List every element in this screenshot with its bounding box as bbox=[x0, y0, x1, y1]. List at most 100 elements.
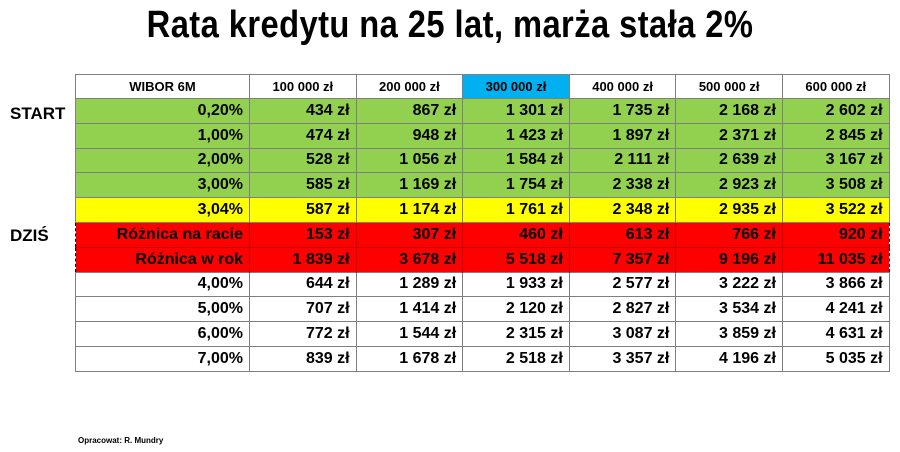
table-header-row: WIBOR 6M 100 000 zł 200 000 zł 300 000 z… bbox=[75, 74, 890, 99]
rate-cell: 1 544 zł bbox=[355, 321, 464, 347]
rate-cell: 7 357 zł bbox=[568, 246, 677, 273]
rate-cell: 2 639 zł bbox=[675, 147, 783, 174]
rate-cell: 2 577 zł bbox=[568, 271, 677, 298]
rate-cell: 2 827 zł bbox=[568, 296, 677, 323]
rate-cell: 3 222 zł bbox=[675, 271, 783, 298]
rate-cell: 772 zł bbox=[249, 321, 357, 347]
rates-table: WIBOR 6M 100 000 zł 200 000 zł 300 000 z… bbox=[75, 74, 890, 372]
table-row: 3,00% 585 zł 1 169 zł 1 754 zł 2 338 zł 2 923… bbox=[75, 172, 890, 199]
rate-cell: 1 735 zł bbox=[568, 98, 677, 124]
rate-cell: 4 196 zł bbox=[675, 345, 783, 372]
rate-cell: 9 196 zł bbox=[675, 246, 783, 273]
rate-cell: 867 zł bbox=[355, 98, 464, 124]
row-label: 7,00% bbox=[75, 345, 250, 372]
table-row: 2,00% 528 zł 1 056 zł 1 584 zł 2 111 zł 2 639… bbox=[75, 147, 890, 174]
rate-cell: 434 zł bbox=[249, 98, 357, 124]
header-cell-highlighted: 300 000 zł bbox=[462, 74, 570, 99]
rate-cell: 587 zł bbox=[249, 197, 357, 223]
rate-cell: 1 174 zł bbox=[355, 197, 464, 223]
rate-cell: 948 zł bbox=[355, 122, 464, 149]
row-label: 3,00% bbox=[75, 172, 250, 199]
row-label: 1,00% bbox=[75, 122, 250, 149]
rate-cell: 2 845 zł bbox=[781, 122, 890, 149]
row-label: 4,00% bbox=[75, 271, 250, 298]
rate-cell: 2 348 zł bbox=[568, 197, 677, 223]
rate-cell: 2 120 zł bbox=[462, 296, 570, 323]
rate-cell: 460 zł bbox=[462, 221, 570, 248]
rate-cell: 839 zł bbox=[249, 345, 357, 372]
rate-cell: 3 859 zł bbox=[675, 321, 783, 347]
rate-cell: 920 zł bbox=[781, 221, 890, 248]
row-label: Różnica na racie bbox=[75, 221, 250, 248]
table-row: 0,20% 434 zł 867 zł 1 301 zł 1 735 zł 2 168 z… bbox=[75, 98, 890, 124]
row-label: 3,04% bbox=[75, 197, 250, 223]
rate-cell: 1 289 zł bbox=[355, 271, 464, 298]
table-row: 6,00% 772 zł 1 544 zł 2 315 zł 3 087 zł 3 859… bbox=[75, 321, 890, 347]
header-cell: 400 000 zł bbox=[568, 74, 677, 99]
rate-cell: 2 935 zł bbox=[675, 197, 783, 223]
table-row: Różnica w rok 1 839 zł 3 678 zł 5 518 zł 7 3… bbox=[75, 246, 890, 273]
header-cell: 100 000 zł bbox=[249, 74, 357, 99]
rate-cell: 2 371 zł bbox=[675, 122, 783, 149]
row-label: 6,00% bbox=[75, 321, 250, 347]
rate-cell: 5 518 zł bbox=[462, 246, 570, 273]
rate-cell: 3 678 zł bbox=[355, 246, 464, 273]
rate-cell: 3 866 zł bbox=[781, 271, 890, 298]
rate-cell: 644 zł bbox=[249, 271, 357, 298]
rate-cell: 1 301 zł bbox=[462, 98, 570, 124]
header-cell: 200 000 zł bbox=[355, 74, 464, 99]
rate-cell: 707 zł bbox=[249, 296, 357, 323]
rate-cell: 3 087 zł bbox=[568, 321, 677, 347]
row-label: 2,00% bbox=[75, 147, 250, 174]
table-row: 4,00% 644 zł 1 289 zł 1 933 zł 2 577 zł 3 222… bbox=[75, 271, 890, 298]
rate-cell: 2 168 zł bbox=[675, 98, 783, 124]
rate-cell: 3 508 zł bbox=[781, 172, 890, 199]
rate-cell: 5 035 zł bbox=[781, 345, 890, 372]
rate-cell: 1 678 zł bbox=[355, 345, 464, 372]
rate-cell: 4 241 zł bbox=[781, 296, 890, 323]
rate-cell: 528 zł bbox=[249, 147, 357, 174]
row-label: Różnica w rok bbox=[75, 246, 250, 273]
rate-cell: 3 534 zł bbox=[675, 296, 783, 323]
header-cell: 600 000 zł bbox=[781, 74, 890, 99]
rate-cell: 2 111 zł bbox=[568, 147, 677, 174]
source-note: Opracowat: R. Mundry bbox=[78, 436, 164, 445]
table-row: Różnica na racie 153 zł 307 zł 460 zł 613 zł… bbox=[75, 221, 890, 248]
start-label: START bbox=[10, 104, 66, 123]
rate-cell: 1 423 zł bbox=[462, 122, 570, 149]
rate-cell: 2 518 zł bbox=[462, 345, 570, 372]
rate-cell: 3 357 zł bbox=[568, 345, 677, 372]
rate-cell: 766 zł bbox=[675, 221, 783, 248]
row-label: 5,00% bbox=[75, 296, 250, 323]
rate-cell: 1 839 zł bbox=[249, 246, 357, 273]
rate-cell: 1 169 zł bbox=[355, 172, 464, 199]
rate-cell: 1 584 zł bbox=[462, 147, 570, 174]
table-row: 3,04% 587 zł 1 174 zł 1 761 zł 2 348 zł 2 935… bbox=[75, 197, 890, 223]
rate-cell: 1 761 zł bbox=[462, 197, 570, 223]
rate-cell: 585 zł bbox=[249, 172, 357, 199]
rate-cell: 4 631 zł bbox=[781, 321, 890, 347]
today-label: DZIŚ bbox=[10, 226, 49, 245]
page-title: Rata kredytu na 25 lat, marża stała 2% bbox=[146, 4, 754, 46]
rate-cell: 613 zł bbox=[568, 221, 677, 248]
rate-cell: 2 315 zł bbox=[462, 321, 570, 347]
rate-cell: 11 035 zł bbox=[781, 246, 890, 273]
rate-cell: 474 zł bbox=[249, 122, 357, 149]
table-row: 7,00% 839 zł 1 678 zł 2 518 zł 3 357 zł 4 196… bbox=[75, 345, 890, 372]
header-cell: 500 000 zł bbox=[675, 74, 783, 99]
rate-cell: 1 754 zł bbox=[462, 172, 570, 199]
rate-cell: 153 zł bbox=[249, 221, 357, 248]
table-row: 1,00% 474 zł 948 zł 1 423 zł 1 897 zł 2 371 z… bbox=[75, 122, 890, 149]
rate-cell: 1 056 zł bbox=[355, 147, 464, 174]
rate-cell: 1 897 zł bbox=[568, 122, 677, 149]
table-row: 5,00% 707 zł 1 414 zł 2 120 zł 2 827 zł 3 534… bbox=[75, 296, 890, 323]
rate-cell: 3 522 zł bbox=[781, 197, 890, 223]
header-cell: WIBOR 6M bbox=[75, 74, 250, 99]
rate-cell: 1 933 zł bbox=[462, 271, 570, 298]
rate-cell: 307 zł bbox=[355, 221, 464, 248]
rate-cell: 2 338 zł bbox=[568, 172, 677, 199]
row-label: 0,20% bbox=[75, 98, 250, 124]
rate-cell: 3 167 zł bbox=[781, 147, 890, 174]
rate-cell: 1 414 zł bbox=[355, 296, 464, 323]
rate-cell: 2 602 zł bbox=[781, 98, 890, 124]
